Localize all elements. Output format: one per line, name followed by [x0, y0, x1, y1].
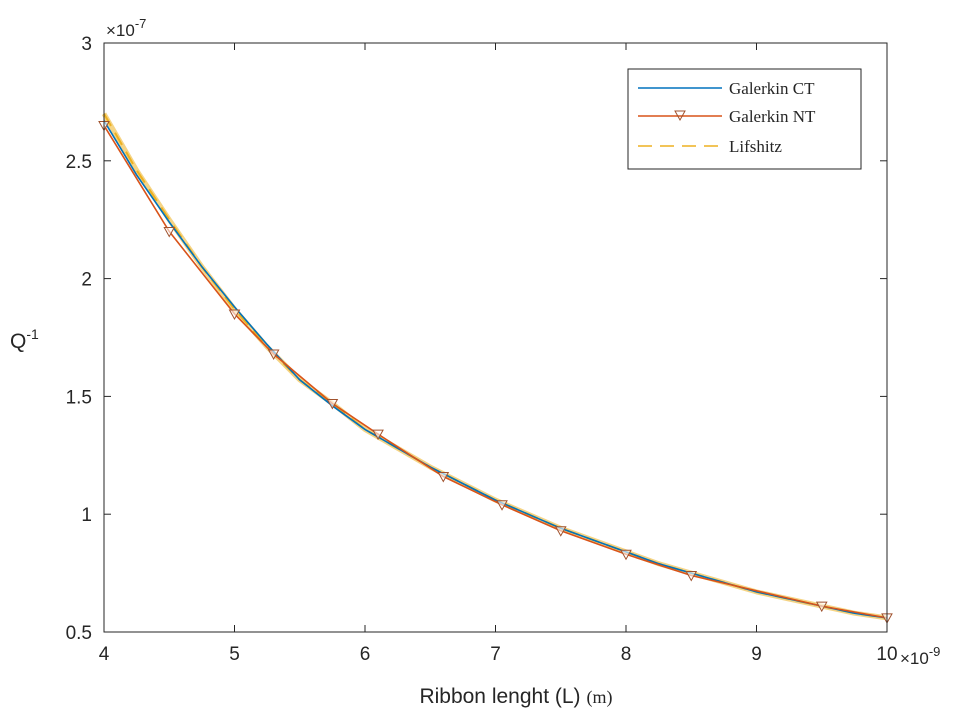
y-tick-label: 1	[81, 505, 92, 526]
series-galerkin-nt-marker	[815, 601, 828, 613]
series-galerkin-ct-line	[103, 120, 888, 619]
series-galerkin-nt-marker	[326, 398, 339, 410]
x-tick-label: 5	[229, 644, 240, 665]
x-tick-label: 9	[751, 644, 762, 665]
x-exponent: ×10-9	[900, 644, 940, 668]
y-axis-label: Q-1	[10, 326, 39, 353]
legend-label-ct: Galerkin CT	[729, 79, 815, 98]
series-galerkin-nt-marker	[620, 549, 632, 561]
x-tick-label: 6	[360, 644, 371, 665]
series-galerkin-nt-marker	[496, 500, 508, 511]
legend-marker-nt	[674, 110, 686, 122]
y-tick-label: 0.5	[66, 623, 92, 644]
y-tick-label: 2	[81, 270, 92, 291]
series-layer	[98, 112, 893, 624]
legend-box	[627, 68, 862, 170]
y-tick-label: 2.5	[66, 152, 92, 173]
x-tick-label: 8	[621, 644, 632, 665]
legend: Galerkin CT Galerkin NT Lifshitz	[627, 68, 862, 170]
series-galerkin-nt-marker	[554, 526, 567, 537]
x-tick-label: 10	[876, 644, 897, 665]
legend-label-lif: Lifshitz	[729, 137, 782, 156]
x-tick-label: 7	[490, 644, 501, 665]
x-axis-label: Ribbon lenght (L) (m)	[419, 685, 612, 708]
legend-label-nt: Galerkin NT	[729, 107, 816, 126]
series-galerkin-nt-marker	[267, 349, 280, 361]
series-galerkin-nt-marker	[685, 570, 698, 582]
x-tick-label: 4	[99, 644, 110, 665]
series-galerkin-nt-marker	[437, 472, 450, 483]
series-galerkin-nt-marker	[228, 309, 241, 320]
series-galerkin-nt-marker	[163, 226, 176, 238]
y-tick-label: 3	[81, 34, 92, 55]
y-exponent: ×10-7	[106, 16, 146, 40]
y-tick-label: 1.5	[66, 387, 92, 408]
series-galerkin-nt-marker	[372, 429, 384, 441]
tick-layer: 4 5 6 7 8 9 10 0.5 1 1.5 2 2.5 3	[66, 34, 898, 665]
